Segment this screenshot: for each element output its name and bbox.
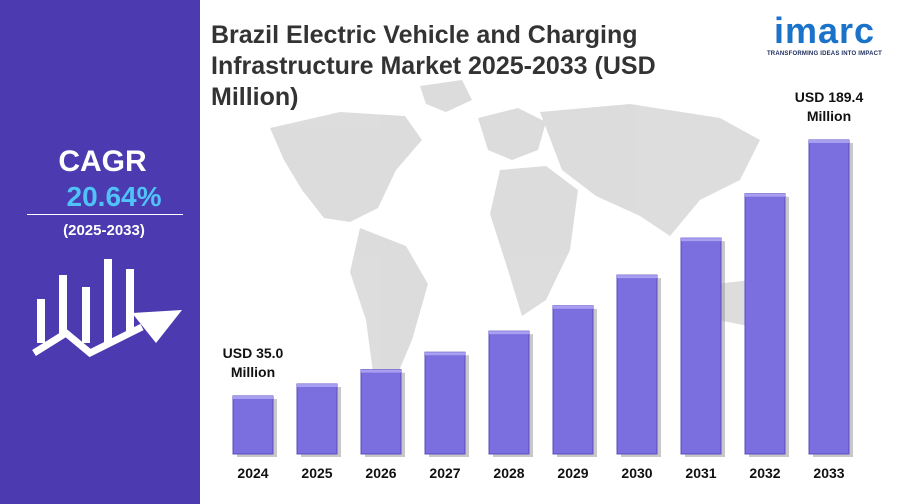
bar-top-highlight: [681, 238, 721, 242]
bar-2024: [232, 395, 274, 455]
bar-2029: [552, 305, 594, 455]
imarc-logo: imarc TRANSFORMING IDEAS INTO IMPACT: [762, 10, 887, 62]
bar-top-highlight: [361, 369, 401, 373]
chart-title: Brazil Electric Vehicle and Charging Inf…: [211, 21, 656, 111]
logo-wordmark: imarc: [773, 10, 876, 51]
data-label-unit: Million: [231, 364, 275, 380]
bar-top-highlight: [297, 384, 337, 388]
x-tick-label: 2030: [621, 465, 652, 481]
bar-2033: [808, 139, 850, 455]
bar-top-highlight: [425, 352, 465, 356]
cagr-value: 20.64%: [66, 181, 162, 212]
x-tick-label: 2032: [749, 465, 780, 481]
bar-2031: [680, 237, 722, 455]
x-tick-label: 2024: [237, 465, 268, 481]
bar-2032: [744, 193, 786, 455]
cagr-label: CAGR: [58, 145, 147, 178]
bar-top-highlight: [489, 331, 529, 335]
bar-2027: [424, 351, 466, 455]
cagr-period: (2025-2033): [63, 222, 145, 239]
data-label-value: USD 35.0: [223, 345, 284, 361]
bar-2030: [616, 274, 658, 455]
bar-2026: [360, 369, 402, 455]
bar-2028: [488, 330, 530, 455]
bar-growth-arrow-icon: [32, 259, 182, 358]
bar-2025: [296, 383, 338, 455]
x-tick-label: 2026: [365, 465, 396, 481]
x-tick-label: 2033: [813, 465, 844, 481]
bar-top-highlight: [745, 193, 785, 197]
logo-tagline: TRANSFORMING IDEAS INTO IMPACT: [766, 51, 883, 57]
x-tick-label: 2031: [685, 465, 716, 481]
bar-top-highlight: [809, 140, 849, 143]
cagr-sidebar: CAGR 20.64% (2025-2033): [0, 0, 200, 504]
x-tick-label: 2028: [493, 465, 524, 481]
bar-top-highlight: [233, 395, 273, 399]
x-tick-label: 2025: [301, 465, 332, 481]
x-tick-label: 2027: [429, 465, 460, 481]
data-label-unit: Million: [807, 108, 851, 124]
bar-top-highlight: [617, 275, 657, 279]
cagr-divider: [27, 214, 183, 215]
bar-top-highlight: [553, 305, 593, 309]
x-tick-label: 2029: [557, 465, 588, 481]
data-label-value: USD 189.4: [795, 89, 864, 105]
